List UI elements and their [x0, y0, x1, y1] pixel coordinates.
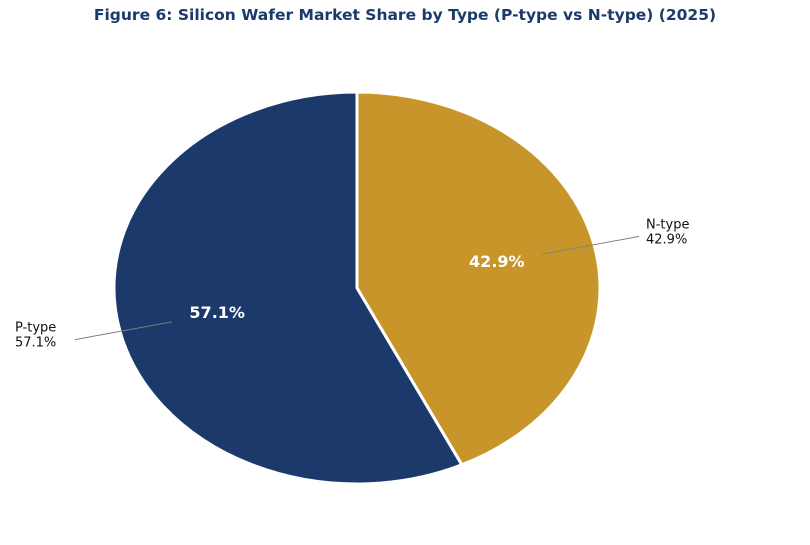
leader-lines: [74, 235, 640, 341]
slice-labels: 42.9%N-type 42.9%57.1%P-type 57.1%: [15, 217, 689, 350]
leader-line-n-type: [541, 235, 640, 255]
slice-ext-name-n-type: N-type: [646, 217, 689, 232]
leader-line-p-type: [74, 321, 173, 341]
slice-ext-label-n-type: N-type 42.9%: [646, 217, 689, 247]
slice-ext-pct-p-type: 57.1%: [15, 336, 56, 351]
slice-pct-label-p-type: 57.1%: [189, 303, 245, 322]
slice-pct-label-n-type: 42.9%: [469, 252, 525, 271]
slice-ext-pct-n-type: 42.9%: [646, 232, 687, 247]
slice-ext-label-p-type: P-type 57.1%: [15, 321, 56, 351]
chart-title: Figure 6: Silicon Wafer Market Share by …: [93, 6, 717, 24]
pie-slices: [112, 90, 602, 486]
slice-ext-name-p-type: P-type: [15, 321, 56, 336]
